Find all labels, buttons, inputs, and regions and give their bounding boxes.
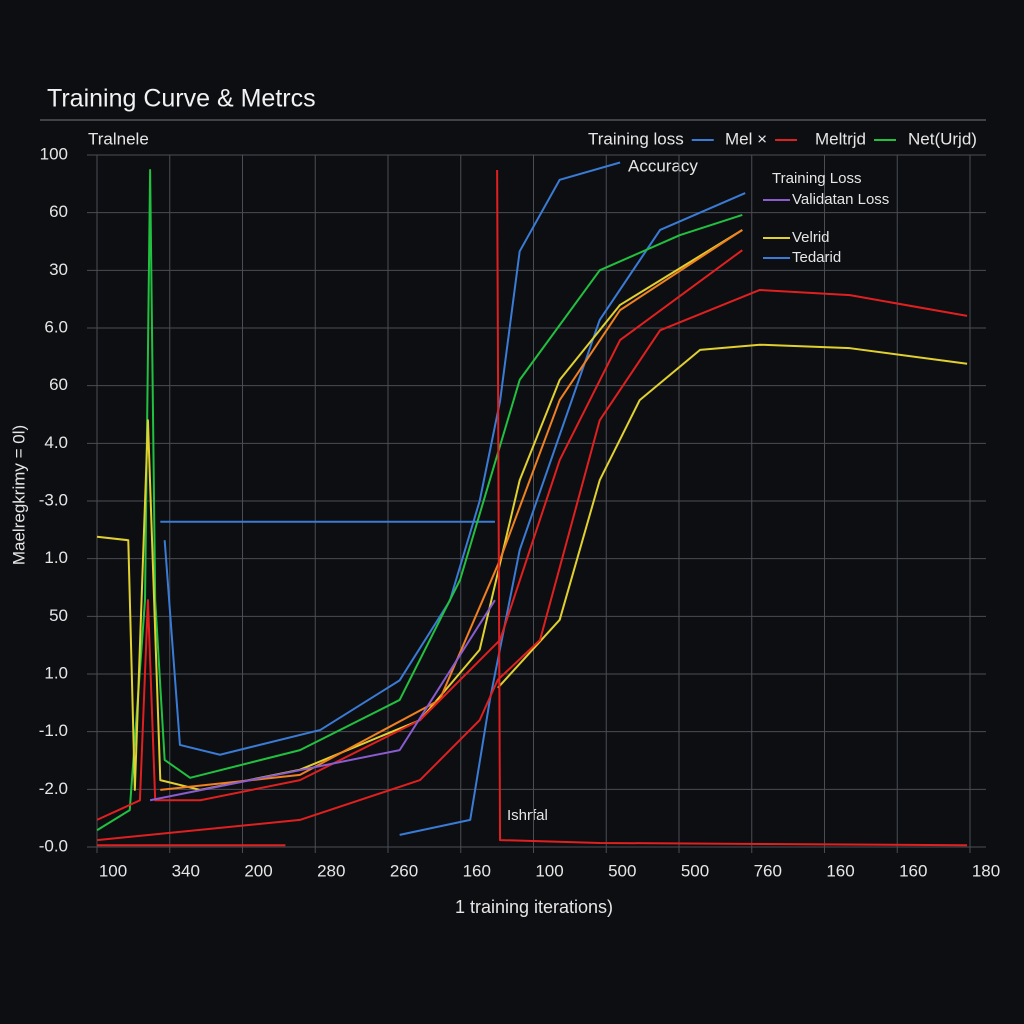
x-tick-label: 160 — [899, 861, 927, 880]
y-tick-label: 6.0 — [44, 317, 68, 336]
series-line — [96, 168, 743, 832]
y-tick-label: -3.0 — [39, 490, 68, 509]
x-tick-label: 280 — [317, 861, 345, 880]
series-line — [496, 169, 968, 847]
y-tick-label: -1.0 — [39, 721, 68, 740]
legend-label: Net(Urjd) — [908, 129, 977, 148]
x-tick-label: 180 — [972, 861, 1000, 880]
legend-label: Meltrjd — [815, 129, 866, 148]
y-tick-label: 4.0 — [44, 433, 68, 452]
annotation: Accuracy — [628, 156, 698, 175]
legend-label: Velrid — [792, 229, 830, 246]
y-tick-label: 60 — [49, 202, 68, 221]
y-tick-label: 30 — [49, 260, 68, 279]
x-axis-label: 1 training iterations) — [455, 897, 613, 917]
y-tick-label: 100 — [40, 144, 68, 163]
series-line — [149, 599, 496, 802]
x-tick-label: 500 — [681, 861, 709, 880]
x-tick-label: 760 — [754, 861, 782, 880]
x-tick-label: 500 — [608, 861, 636, 880]
legend-label: Mel × — [725, 129, 767, 148]
y-tick-label: -0.0 — [39, 836, 68, 855]
chart-title: Training Curve & Metrcs — [47, 85, 316, 113]
x-tick-label: 160 — [463, 861, 491, 880]
y-tick-label: 1.0 — [44, 663, 68, 682]
x-tick-label: 340 — [172, 861, 200, 880]
y-tick-label: 50 — [49, 606, 68, 625]
annotation: Ishrfal — [507, 807, 548, 824]
x-tick-label: 100 — [99, 861, 127, 880]
subtitle: Tralnele — [88, 129, 149, 148]
y-tick-label: -2.0 — [39, 779, 68, 798]
series-line — [160, 229, 743, 791]
x-tick-label: 160 — [826, 861, 854, 880]
legend-label: Validatan Loss — [792, 191, 889, 208]
y-tick-label: 1.0 — [44, 548, 68, 567]
y-tick-label: 60 — [49, 375, 68, 394]
series-line — [497, 343, 968, 689]
x-tick-label: 200 — [244, 861, 272, 880]
y-axis-label: Maelregkrimy = 0l) — [9, 425, 28, 565]
legend-label: Tedarid — [792, 249, 841, 266]
series-line — [96, 288, 968, 842]
series-line — [399, 192, 746, 836]
legend-label: Training loss — [588, 129, 684, 148]
series-line — [96, 249, 743, 821]
legend-label: Training Loss — [772, 170, 862, 187]
x-tick-label: 260 — [390, 861, 418, 880]
x-tick-label: 100 — [535, 861, 563, 880]
